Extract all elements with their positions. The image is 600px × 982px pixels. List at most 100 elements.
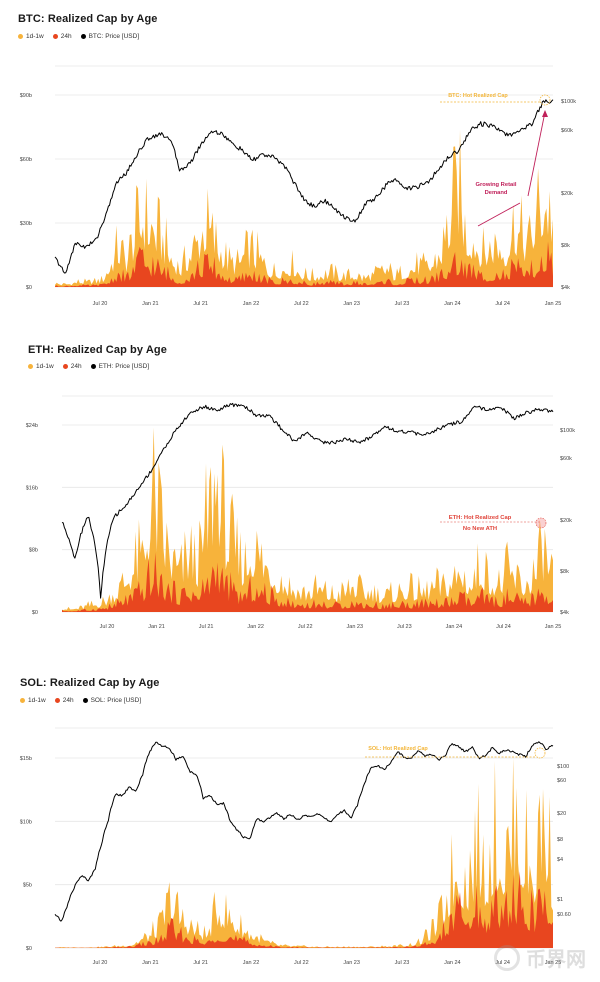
- series-area-1d-1w: [62, 427, 553, 612]
- y-right-tick-label: $60: [557, 778, 566, 784]
- x-tick-label: Jan 23: [343, 301, 360, 307]
- x-tick-label: Jan 23: [347, 624, 364, 630]
- legend-swatch: [90, 364, 96, 369]
- y-tick-label: $8b: [29, 548, 38, 554]
- watermark-text: 币界网: [526, 949, 586, 971]
- x-tick-label: Jul 20: [93, 960, 108, 966]
- x-tick-label: Jan 21: [148, 624, 165, 630]
- y-tick-label: $0: [26, 946, 32, 952]
- legend-label: ETH: Price [USD]: [98, 363, 150, 370]
- coin-logo-icon: [494, 944, 520, 971]
- x-axis: Jul 20 Jan 21 Jul 21 Jan 22 Jul 22 Jan 23 Jul …: [93, 301, 562, 307]
- y-right-tick-label: $20: [557, 811, 566, 817]
- annotation-hot-realized-cap: BTC: Hot Realized Cap: [448, 93, 508, 99]
- series-line-price: [61, 402, 554, 599]
- legend-swatch: [62, 364, 68, 369]
- y-tick-label: $90b: [20, 93, 32, 99]
- legend-swatch: [18, 34, 23, 39]
- x-axis: Jul 20 Jan 21 Jul 21 Jan 22 Jul 22 Jan 23 Jul …: [100, 624, 562, 630]
- legend-swatch: [28, 364, 33, 369]
- legend-swatch: [82, 698, 88, 703]
- x-tick-label: Jan 22: [243, 960, 260, 966]
- legend: 1d-1w 24h BTC: Price [USD]: [18, 33, 148, 40]
- legend-item-price: ETH: Price [USD]: [90, 363, 150, 370]
- legend-swatch: [52, 34, 58, 39]
- annotation-hot-realized-cap: SOL: Hot Realized Cap: [368, 746, 428, 752]
- x-axis: Jul 20 Jan 21 Jul 21 Jan 22 Jul 22 Jan 23 Jul …: [93, 960, 562, 966]
- x-tick-label: Jul 23: [395, 960, 410, 966]
- watermark: 币界网: [494, 943, 586, 972]
- btc-panel: BTC: Realized Cap by Age 1d-1w 24h BTC: …: [0, 0, 600, 320]
- y-right-tick-label: $60k: [560, 456, 572, 462]
- hot-realized-cap-marker: [535, 517, 547, 529]
- y-right-tick-label: $4k: [560, 610, 569, 616]
- hot-realized-cap-marker: [539, 94, 551, 106]
- annotation-text-line: Growing Retail: [476, 182, 517, 188]
- y-axis-right: $4k $8k $20k $60k $100k: [560, 428, 575, 616]
- y-tick-label: $5b: [23, 883, 32, 889]
- x-tick-label: Jan 25: [545, 960, 562, 966]
- eth-panel: ETH: Realized Cap by Age 1d-1w 24h ETH: …: [0, 330, 600, 650]
- y-right-tick-label: $8k: [561, 243, 570, 249]
- legend-swatch: [80, 34, 86, 39]
- y-right-tick-label: $0.60: [557, 912, 571, 918]
- y-tick-label: $24b: [26, 423, 38, 429]
- y-right-tick-label: $20k: [560, 518, 572, 524]
- series-area-24h: [62, 552, 553, 612]
- legend-label: 1d-1w: [28, 697, 46, 704]
- sol-panel: SOL: Realized Cap by Age 1d-1w 24h SOL: …: [0, 662, 600, 982]
- series-area-24h: [55, 241, 553, 287]
- x-tick-label: Jul 24: [496, 624, 511, 630]
- y-tick-label: $60b: [20, 157, 32, 163]
- y-right-tick-label: $4k: [561, 285, 570, 291]
- legend-item-price: BTC: Price [USD]: [80, 33, 140, 40]
- y-right-tick-label: $100k: [561, 99, 576, 105]
- x-tick-label: Jul 22: [294, 960, 309, 966]
- y-tick-label: $0: [26, 285, 32, 291]
- y-tick-label: $0: [32, 610, 38, 616]
- x-tick-label: Jan 21: [142, 301, 159, 307]
- x-tick-label: Jan 25: [545, 624, 562, 630]
- y-tick-label: $16b: [26, 485, 38, 491]
- series-area-24h: [55, 871, 553, 948]
- series-line-price: [54, 741, 554, 922]
- legend-item-24h: 24h: [54, 697, 74, 704]
- x-tick-label: Jan 22: [247, 624, 264, 630]
- chart-title: SOL: Realized Cap by Age: [20, 677, 160, 689]
- y-tick-label: $10b: [20, 819, 32, 825]
- legend-swatch: [20, 698, 25, 703]
- legend: 1d-1w 24h ETH: Price [USD]: [28, 363, 158, 370]
- legend-label: BTC: Price [USD]: [88, 33, 140, 40]
- x-tick-label: Jan 24: [446, 624, 463, 630]
- annotation-arrow: [477, 202, 521, 227]
- x-tick-label: Jan 23: [343, 960, 360, 966]
- annotation-hot-realized-cap: ETH: Hot Realized Cap: [449, 515, 512, 521]
- x-tick-label: Jul 22: [294, 301, 309, 307]
- chart-title: ETH: Realized Cap by Age: [28, 344, 167, 356]
- y-right-tick-label: $8k: [560, 569, 569, 575]
- legend-item-24h: 24h: [62, 363, 82, 370]
- annotation-text-line: Demand: [485, 190, 508, 196]
- legend-item-1d-1w: 1d-1w: [28, 363, 54, 370]
- y-right-tick-label: $8: [557, 837, 563, 843]
- x-tick-label: Jul 21: [199, 624, 214, 630]
- legend-item-24h: 24h: [52, 33, 72, 40]
- x-tick-label: Jul 22: [298, 624, 313, 630]
- legend-label: 1d-1w: [36, 363, 54, 370]
- legend-label: SOL: Price [USD]: [90, 697, 142, 704]
- legend-item-price: SOL: Price [USD]: [82, 697, 142, 704]
- legend-label: 24h: [60, 33, 72, 40]
- x-tick-label: Jul 23: [397, 624, 412, 630]
- x-tick-label: Jul 23: [395, 301, 410, 307]
- x-tick-label: Jul 21: [193, 960, 208, 966]
- legend-swatch: [54, 698, 60, 703]
- x-tick-label: Jan 24: [444, 301, 461, 307]
- legend-label: 1d-1w: [26, 33, 44, 40]
- annotation-growing-retail: Growing Retail Demand: [476, 182, 517, 196]
- series-area-1d-1w: [55, 129, 553, 287]
- x-tick-label: Jul 20: [93, 301, 108, 307]
- x-tick-label: Jul 24: [495, 301, 510, 307]
